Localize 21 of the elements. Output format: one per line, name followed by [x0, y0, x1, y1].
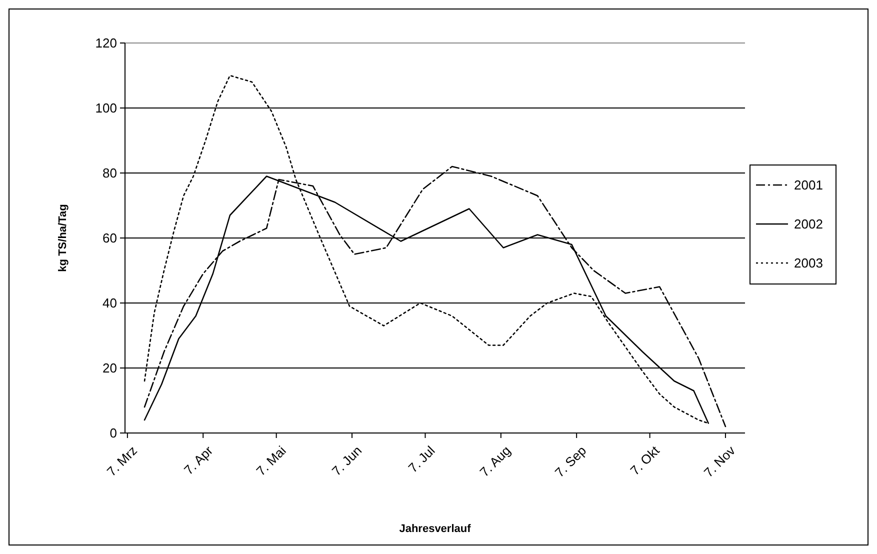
x-tick-label: 7. Aug: [476, 442, 514, 480]
legend-label: 2002: [794, 216, 823, 232]
x-tick-label: 7. Jul: [405, 442, 438, 476]
x-tick-label: 7. Mai: [253, 442, 289, 479]
x-tick-label: 7. Sep: [552, 442, 590, 480]
legend-label: 2001: [794, 178, 823, 193]
y-tick-label: 60: [102, 230, 117, 246]
x-tick-label: 7. Nov: [700, 442, 738, 480]
y-tick-label: 0: [110, 426, 117, 441]
x-tick-label: 7. Okt: [627, 442, 663, 478]
y-tick-label: 40: [102, 296, 117, 311]
y-tick-label: 120: [95, 36, 117, 51]
x-axis-title: Jahresverlauf: [399, 523, 472, 535]
y-tick-label: 100: [95, 100, 117, 116]
x-tick-label: 7. Mrz: [104, 442, 140, 480]
y-axis-title: kg TS/ha/Tag: [57, 204, 69, 272]
y-tick-label: 80: [102, 166, 117, 181]
x-tick-label: 7. Apr: [181, 442, 216, 478]
y-tick-label: 20: [102, 360, 117, 376]
x-tick-label: 7. Jun: [328, 442, 365, 479]
legend-label: 2003: [794, 256, 823, 271]
